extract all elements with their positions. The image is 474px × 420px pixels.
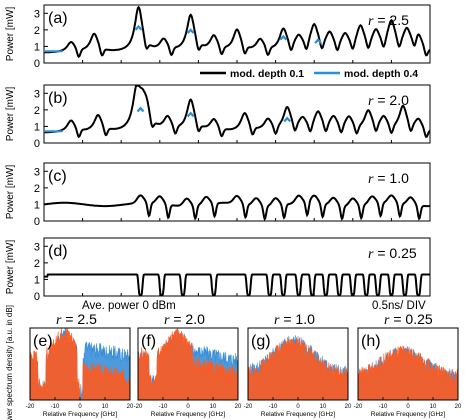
- time-division-label: 0.5ns/ DIV: [372, 300, 426, 312]
- spectrum-panel-g: r = 1.0(g) -20 -10 0 10 20 Relative Frequency …: [244, 311, 352, 418]
- y-tick-label: 0: [34, 138, 40, 150]
- spectrum-x-tick-label: -10: [269, 404, 278, 410]
- panel-label: (c): [48, 168, 67, 185]
- y-tick-label: 1: [34, 41, 40, 53]
- blue-peak-mark: [283, 116, 291, 123]
- y-axis-label: Power [mW]: [5, 7, 16, 62]
- y-axis-label: Power [mW]: [5, 165, 16, 220]
- spectrum-title: r = 2.0: [164, 311, 205, 328]
- y-tick-label: 3: [34, 88, 40, 100]
- blue-peak-mark: [279, 34, 288, 41]
- legend-entry-1: mod. depth 0.4: [344, 68, 418, 80]
- spectrum-x-tick-label: 20: [345, 404, 352, 410]
- spectrum-x-axis-label: Relative Frequency [GHz]: [371, 411, 446, 418]
- spectrum-panel-label: (h): [361, 333, 381, 350]
- time-panel-b: 0 1 2 3 Power [mW] (b) r = 2.0: [5, 84, 431, 150]
- panel-label: (a): [48, 10, 68, 27]
- r-annotation: r = 1.0: [368, 170, 409, 187]
- spectrum-title: r = 2.5: [56, 311, 97, 328]
- spectrum-x-tick-label: 10: [320, 404, 327, 410]
- spectrum-x-tick-label: -10: [379, 404, 388, 410]
- spectrum-title: r = 1.0: [274, 311, 315, 328]
- blue-peak-mark: [314, 38, 322, 44]
- y-tick-label: 1: [34, 121, 40, 133]
- blue-peak-mark: [186, 28, 195, 34]
- y-tick-label: 3: [34, 8, 40, 20]
- spectrum-x-tick-label: 0: [296, 404, 300, 410]
- spectrum-title: r = 0.25: [384, 311, 433, 328]
- y-tick-label: 0: [34, 58, 40, 70]
- spectrum-x-axis-label: Relative Frequency [GHz]: [151, 411, 226, 418]
- spectrum-x-tick-label: 20: [235, 404, 242, 410]
- spectrum-panel-label: (g): [251, 333, 271, 350]
- spectrum-x-tick-label: 10: [210, 404, 217, 410]
- spectrum-x-axis-label: Relative Frequency [GHz]: [43, 411, 118, 418]
- blue-peak-mark: [136, 106, 145, 113]
- y-tick-label: 0: [34, 291, 40, 303]
- blue-peak-mark: [186, 111, 195, 118]
- series-line-mod-0-1: [44, 5, 431, 59]
- spectrum-panel-label: (e): [33, 333, 53, 350]
- spectrum-y-axis-label: Power spectrum density [a.u. in dB]: [5, 305, 14, 420]
- spectrum-series-orange: [137, 328, 239, 401]
- spectrum-x-tick-label: 20: [127, 404, 134, 410]
- legend-entry-0: mod. depth 0.1: [230, 68, 304, 80]
- average-power-label: Ave. power 0 dBm: [82, 300, 176, 312]
- panel-label: (d): [48, 243, 68, 260]
- spectrum-x-tick-label: 10: [430, 404, 437, 410]
- spectrum-panel-e: r = 2.5(e) -20 -10 0 10 20 Relative Frequency …: [26, 311, 134, 418]
- y-axis-label: Power [mW]: [5, 240, 16, 295]
- y-tick-label: 2: [34, 105, 40, 117]
- panel-label: (b): [48, 90, 68, 107]
- blue-peak-mark: [134, 24, 143, 31]
- spectrum-x-tick-label: -10: [159, 404, 168, 410]
- r-annotation: r = 2.0: [368, 92, 409, 109]
- legend: mod. depth 0.1 mod. depth 0.4: [200, 68, 418, 80]
- series-line-mod-0-1: [44, 84, 431, 139]
- spectrum-x-tick-label: 0: [78, 404, 82, 410]
- spectrum-panel-f: r = 2.0 (f) -20 -10 0 10 20 Relative Frequency …: [134, 311, 242, 418]
- spectrum-x-axis-label: Relative Frequency [GHz]: [261, 411, 336, 418]
- spectrum-panel-label: (f): [141, 333, 156, 350]
- spectrum-x-tick-label: -20: [134, 404, 143, 410]
- spectrum-x-tick-label: -20: [26, 404, 35, 410]
- y-tick-label: 1: [34, 199, 40, 211]
- time-panel-c: 0 1 2 3 Power [mW] (c) r = 1.0: [5, 162, 431, 228]
- spectrum-panel-h: r = 0.25(h) -20 -10 0 10 20 Relative Frequency…: [354, 311, 462, 418]
- spectrum-x-tick-label: -20: [354, 404, 363, 410]
- series-line-mod-0-1: [44, 273, 430, 297]
- y-axis-label: Power [mW]: [5, 87, 16, 142]
- spectrum-x-tick-label: 0: [406, 404, 410, 410]
- y-tick-label: 2: [34, 258, 40, 270]
- spectrum-x-tick-label: 0: [186, 404, 190, 410]
- time-panel-d: 0 1 2 3 Power [mW] (d) r = 0.25: [5, 237, 431, 303]
- spectrum-series-orange: [29, 327, 131, 401]
- y-tick-label: 0: [34, 216, 40, 228]
- spectrum-x-tick-label: -10: [51, 404, 60, 410]
- spectrum-series-orange: [357, 345, 459, 401]
- y-tick-label: 3: [34, 241, 40, 253]
- y-tick-label: 2: [34, 183, 40, 195]
- spectrum-series-orange: [247, 337, 349, 401]
- spectrum-x-tick-label: 20: [455, 404, 462, 410]
- y-tick-label: 1: [34, 274, 40, 286]
- y-tick-label: 2: [34, 25, 40, 37]
- r-annotation: r = 0.25: [368, 245, 417, 262]
- series-line-mod-0-1: [43, 194, 430, 222]
- spectrum-x-tick-label: -20: [244, 404, 253, 410]
- spectrum-x-tick-label: 10: [102, 404, 109, 410]
- y-tick-label: 3: [34, 166, 40, 178]
